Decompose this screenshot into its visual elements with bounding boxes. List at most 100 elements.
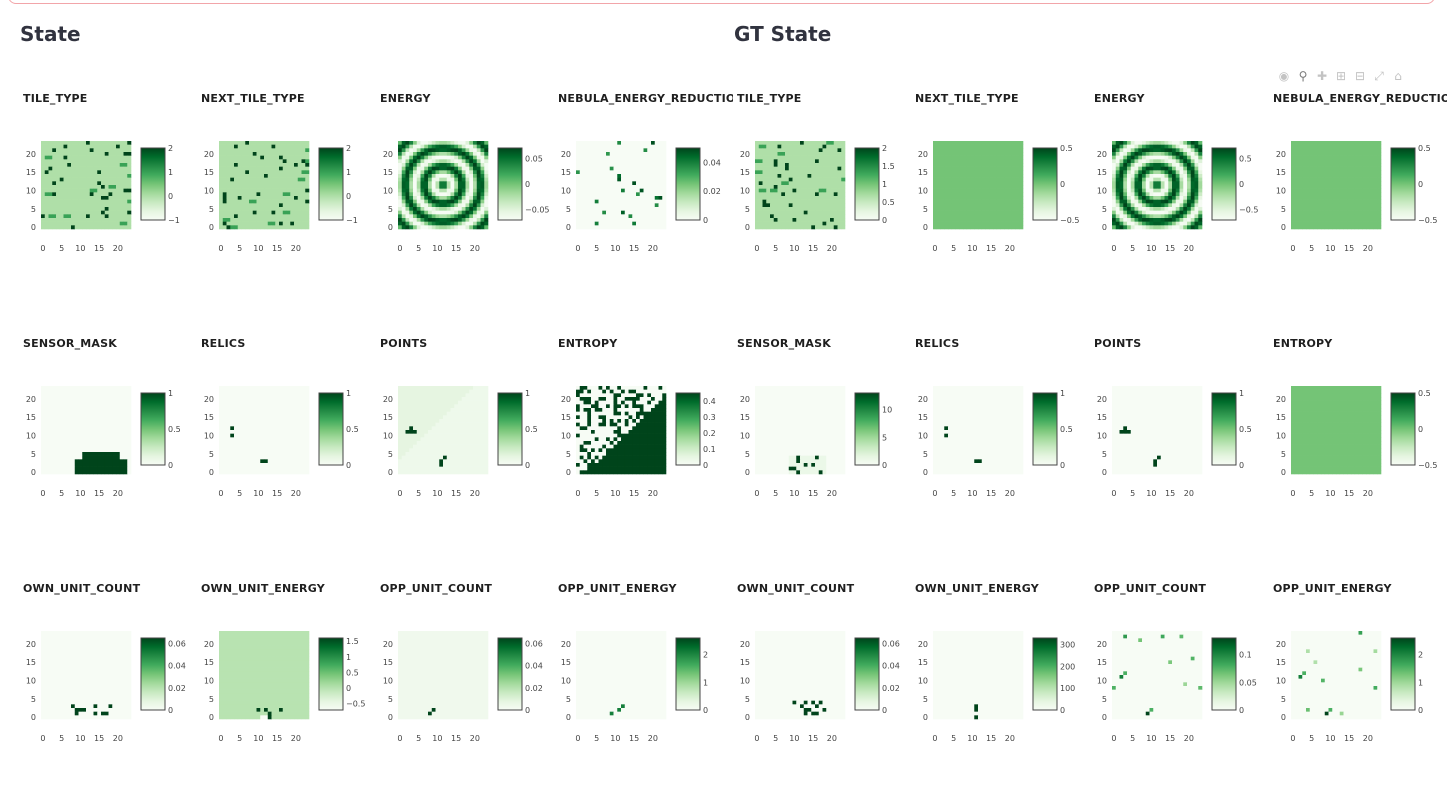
- heatmap-cell: [595, 185, 599, 189]
- heatmap-cell: [1314, 207, 1318, 211]
- heatmap-cell: [838, 196, 842, 200]
- heatmap-cell: [242, 192, 246, 196]
- heatmap-cell: [971, 185, 975, 189]
- heatmap-cell: [948, 152, 952, 156]
- heatmap-cell: [406, 225, 410, 229]
- heatmap-cell: [1302, 178, 1306, 182]
- heatmap-cell: [398, 196, 402, 200]
- heatmap-cell: [1138, 203, 1142, 207]
- heatmap-cell: [1123, 185, 1127, 189]
- heatmap-cell: [469, 189, 473, 193]
- heatmap-cell: [576, 152, 580, 156]
- heatmap-cell: [602, 159, 606, 163]
- x-tick-label: 15: [94, 244, 104, 253]
- heatmap-cell: [967, 203, 971, 207]
- heatmap-cell: [1172, 189, 1176, 193]
- heatmap-cell: [659, 218, 663, 222]
- heatmap-cell: [952, 152, 956, 156]
- heatmap-cell: [45, 156, 49, 160]
- heatmap-cell: [781, 189, 785, 193]
- heatmap-cell: [778, 185, 782, 189]
- heatmap-cell: [105, 412, 109, 416]
- heatmap-cell: [82, 163, 86, 167]
- heatmap-cell: [967, 145, 971, 149]
- heatmap-cell: [90, 401, 94, 405]
- heatmap-cell: [1310, 211, 1314, 215]
- heatmap-cell: [967, 181, 971, 185]
- heatmap-cell: [268, 185, 272, 189]
- heatmap-cells: [219, 141, 309, 229]
- heatmap-cell: [963, 152, 967, 156]
- heatmap-cell: [1172, 203, 1176, 207]
- y-tick-label: 20: [383, 150, 393, 159]
- heatmap-cell: [1112, 200, 1116, 204]
- heatmap-cell: [971, 192, 975, 196]
- heatmap-cell: [944, 200, 948, 204]
- heatmap-cell: [617, 163, 621, 167]
- heatmap-cell: [245, 159, 249, 163]
- heatmap-cell: [67, 390, 71, 394]
- heatmap-cell: [82, 386, 86, 390]
- heatmap-cell: [41, 419, 45, 423]
- heatmap-cell: [120, 386, 124, 390]
- heatmap-cell: [1116, 225, 1120, 229]
- heatmap-cell: [90, 196, 94, 200]
- heatmap-cell: [778, 163, 782, 167]
- heatmap-cell: [219, 214, 223, 218]
- heatmap-cell: [781, 152, 785, 156]
- heatmap-cell: [595, 141, 599, 145]
- heatmap-cell: [967, 163, 971, 167]
- heatmap-cell: [1317, 192, 1321, 196]
- heatmap-cell: [625, 207, 629, 211]
- heatmap-cell: [952, 181, 956, 185]
- heatmap-cell: [963, 203, 967, 207]
- heatmap-cell: [45, 148, 49, 152]
- heatmap-cell: [1187, 207, 1191, 211]
- heatmap-cell: [409, 211, 413, 215]
- heatmap-cell: [260, 181, 264, 185]
- heatmap-cell: [52, 211, 56, 215]
- heatmap-cell: [591, 185, 595, 189]
- heatmap-cell: [580, 159, 584, 163]
- heatmap-cell: [1321, 196, 1325, 200]
- heatmap-cell: [86, 152, 90, 156]
- heatmap-cell: [1340, 218, 1344, 222]
- heatmap-cell: [819, 159, 823, 163]
- heatmap-cell: [71, 225, 75, 229]
- heatmap-cell: [789, 170, 793, 174]
- heatmap-cell: [94, 404, 98, 408]
- heatmap-cell: [462, 178, 466, 182]
- heatmap-cell: [402, 196, 406, 200]
- heatmap-cell: [655, 174, 659, 178]
- heatmap-cell: [621, 156, 625, 160]
- heatmap-cell: [959, 181, 963, 185]
- heatmap-cell: [1142, 196, 1146, 200]
- heatmap-cell: [124, 192, 128, 196]
- heatmap-cell: [413, 192, 417, 196]
- heatmap-cell: [1351, 218, 1355, 222]
- heatmap-cell: [1127, 159, 1131, 163]
- heatmap-cell: [112, 159, 116, 163]
- heatmap-cell: [1116, 200, 1120, 204]
- heatmap-cell: [1142, 156, 1146, 160]
- heatmap-cell: [770, 170, 774, 174]
- heatmap-cell: [1120, 225, 1124, 229]
- heatmap-cell: [804, 156, 808, 160]
- heatmap-cell: [774, 178, 778, 182]
- heatmap-cell: [1127, 145, 1131, 149]
- heatmap-cell: [1012, 181, 1016, 185]
- heatmap-cell: [580, 156, 584, 160]
- heatmap-cell: [1347, 185, 1351, 189]
- heatmap-cell: [124, 156, 128, 160]
- heatmap-cell: [275, 178, 279, 182]
- y-tick-label: 20: [740, 150, 750, 159]
